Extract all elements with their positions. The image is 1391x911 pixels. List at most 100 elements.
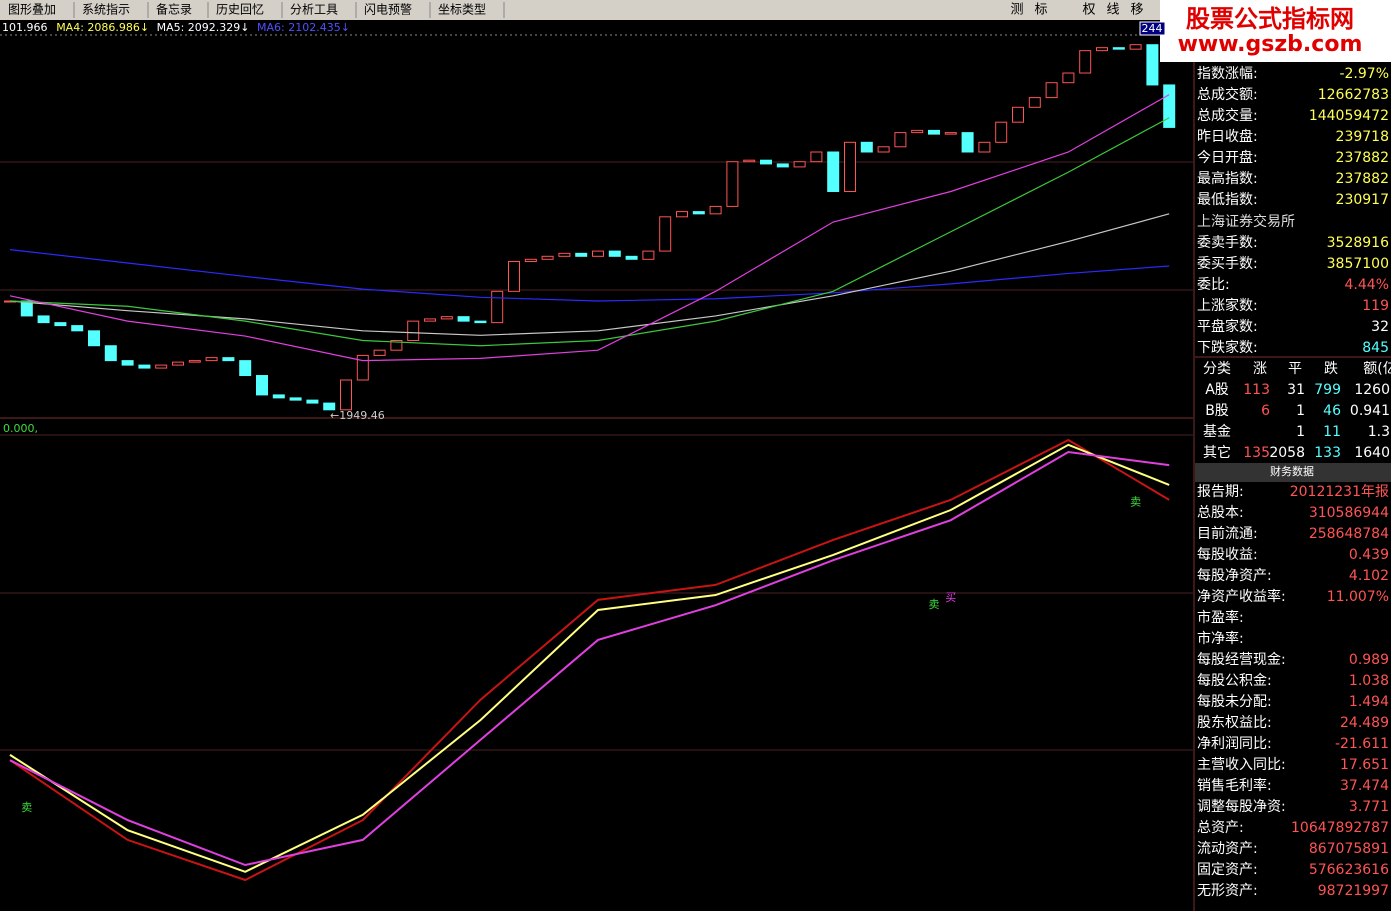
table-cell: 46	[1323, 403, 1341, 419]
signal: 买	[945, 591, 956, 604]
quote-value: 845	[1362, 340, 1389, 356]
quote-label: 每股收益:	[1197, 547, 1258, 563]
candle	[457, 316, 470, 322]
table-cell: 基金	[1203, 423, 1231, 440]
candle	[1012, 106, 1024, 123]
indicator-line	[9, 438, 1170, 882]
table-cell: 1640	[1354, 445, 1390, 461]
quote-value: 4.102	[1349, 568, 1389, 584]
menu-item[interactable]: 分析工具	[290, 3, 338, 17]
signal: 卖	[1130, 495, 1141, 508]
quote-value: 98721997	[1318, 883, 1389, 899]
quote-value: 258648784	[1309, 526, 1389, 542]
table-cell: 135	[1243, 445, 1270, 461]
tool-button[interactable]: 权	[1082, 2, 1095, 18]
candle	[575, 252, 588, 257]
candle	[978, 141, 991, 153]
menu-item[interactable]: 备忘录	[156, 2, 192, 17]
quote-value: 37.474	[1340, 778, 1389, 794]
table-cell: 1260	[1354, 382, 1390, 398]
quote-value: 1.494	[1349, 694, 1389, 710]
quote-label: 目前流通:	[1197, 525, 1258, 542]
tool-button[interactable]: 移	[1130, 3, 1143, 18]
finance-title: 财务数据	[1270, 464, 1314, 478]
ma-line	[9, 117, 1170, 347]
candle	[592, 250, 604, 257]
candle	[541, 255, 554, 260]
ma-label: MA4: 2086.986↓	[56, 21, 149, 34]
quote-label: 总成交额:	[1197, 86, 1258, 103]
candle	[810, 151, 823, 163]
menu-item[interactable]: 系统指示	[82, 2, 130, 17]
tool-button[interactable]: 标	[1034, 3, 1047, 18]
low-label: ←1949.46	[330, 409, 385, 422]
button-bar	[1005, 0, 1160, 20]
quote-label: 下跌家数:	[1197, 339, 1258, 356]
quote-value: 4.44%	[1345, 277, 1389, 293]
quote-label: 固定资产:	[1197, 862, 1258, 878]
menu-item[interactable]: 闪电预警	[364, 2, 412, 17]
table-cell: 1	[1296, 403, 1305, 419]
exchange-name: 上海证券交易所	[1197, 213, 1295, 230]
quote-label: 平盘家数:	[1197, 318, 1258, 335]
quote-label: 报告期:	[1197, 484, 1244, 500]
candle	[390, 340, 403, 351]
table-cell: 6	[1261, 403, 1270, 419]
candle	[877, 146, 890, 153]
quote-label: 指数涨幅:	[1197, 66, 1258, 82]
menu-item[interactable]: 图形叠加	[8, 3, 56, 17]
candle	[272, 394, 285, 399]
candle	[676, 211, 688, 218]
candle	[1096, 47, 1108, 52]
candle	[340, 379, 352, 411]
candle	[155, 364, 168, 369]
quote-value: 11.007%	[1327, 589, 1389, 605]
logo-box	[1160, 0, 1391, 62]
quote-label: 委买手数:	[1197, 256, 1258, 272]
candle	[844, 141, 856, 192]
candle	[524, 258, 537, 263]
table-header: 额(亿	[1363, 361, 1391, 377]
table-header: 分类	[1203, 361, 1231, 377]
table-cell: 113	[1243, 382, 1270, 398]
table-cell: 11	[1323, 424, 1341, 440]
candle	[188, 360, 201, 363]
quote-value: 24.489	[1340, 715, 1389, 731]
candle	[743, 159, 756, 163]
quote-label: 最低指数:	[1197, 192, 1258, 208]
candle	[1079, 50, 1092, 74]
candle	[827, 151, 840, 192]
quote-label: 上涨家数:	[1197, 297, 1258, 314]
quote-value: 17.651	[1340, 757, 1389, 773]
quote-value: 10647892787	[1291, 820, 1389, 836]
menu-item[interactable]: 历史回忆	[216, 3, 264, 17]
quote-value: 3.771	[1349, 799, 1389, 815]
indicator-line	[9, 443, 1170, 873]
candle	[894, 132, 907, 148]
candle	[407, 320, 420, 342]
candle	[928, 129, 940, 135]
candle	[289, 397, 302, 401]
quote-label: 总成交量:	[1197, 107, 1258, 124]
quote-label: 每股净资产:	[1197, 568, 1272, 584]
quote-value: 867075891	[1309, 841, 1389, 857]
candle	[659, 216, 672, 252]
candle	[995, 121, 1008, 143]
candle	[222, 357, 235, 362]
ma-line	[9, 94, 1170, 362]
quote-label: 股东权益比:	[1197, 715, 1272, 731]
quote-value: 1.038	[1349, 673, 1389, 689]
candle	[424, 318, 436, 322]
quote-label: 最高指数:	[1197, 170, 1258, 187]
menu-item[interactable]: 坐标类型	[438, 3, 486, 17]
quote-label: 净利润同比:	[1197, 736, 1272, 752]
candle	[356, 354, 369, 381]
quote-value: 237882	[1336, 150, 1389, 166]
tool-button[interactable]: 测	[1010, 3, 1023, 18]
quote-label: 总股本:	[1197, 505, 1244, 521]
tool-button[interactable]: 线	[1106, 3, 1119, 18]
candle	[1129, 44, 1142, 50]
quote-label: 每股未分配:	[1197, 694, 1272, 710]
quote-value: 3528916	[1327, 235, 1389, 251]
